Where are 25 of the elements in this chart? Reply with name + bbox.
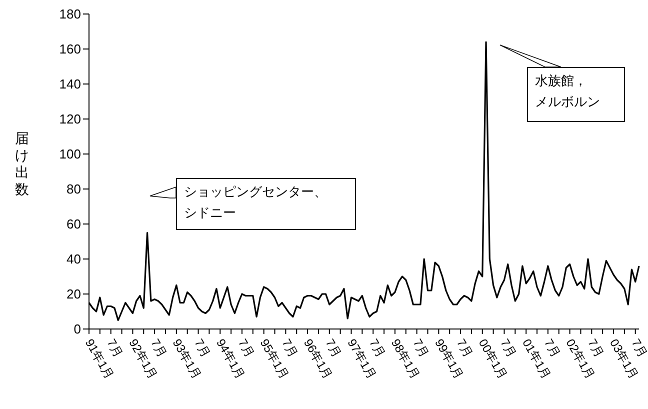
x-tick-label: 7月 (192, 336, 214, 360)
x-tick-label: 7月 (628, 336, 648, 360)
y-tick-label: 40 (66, 252, 81, 267)
x-tick-label: 7月 (585, 336, 607, 360)
x-tick-label: 7月 (279, 336, 301, 360)
x-tick-label: 7月 (498, 336, 520, 360)
x-tick-label: 7月 (410, 336, 432, 360)
y-tick-label: 0 (74, 322, 81, 337)
x-tick-label: 7月 (322, 336, 344, 360)
x-tick-label: 7月 (366, 336, 388, 360)
y-tick-label: 140 (59, 76, 81, 92)
y-tick-label: 60 (66, 216, 81, 232)
y-tick-label: 100 (59, 146, 81, 162)
x-tick-label: 7月 (454, 336, 476, 360)
y-axis-title: 届け出数 (14, 130, 30, 198)
y-tick-label: 160 (59, 42, 81, 57)
y-tick-label: 80 (66, 182, 81, 197)
x-tick-label: 7月 (148, 336, 170, 360)
annotation: 水族館，メルボルン (527, 67, 625, 122)
x-tick-label: 7月 (235, 336, 257, 360)
y-tick-label: 20 (66, 286, 81, 302)
x-tick-label: 7月 (541, 336, 563, 360)
y-tick-label: 120 (59, 112, 81, 127)
x-tick-label: 7月 (104, 336, 126, 360)
y-tick-label: 180 (59, 6, 81, 22)
